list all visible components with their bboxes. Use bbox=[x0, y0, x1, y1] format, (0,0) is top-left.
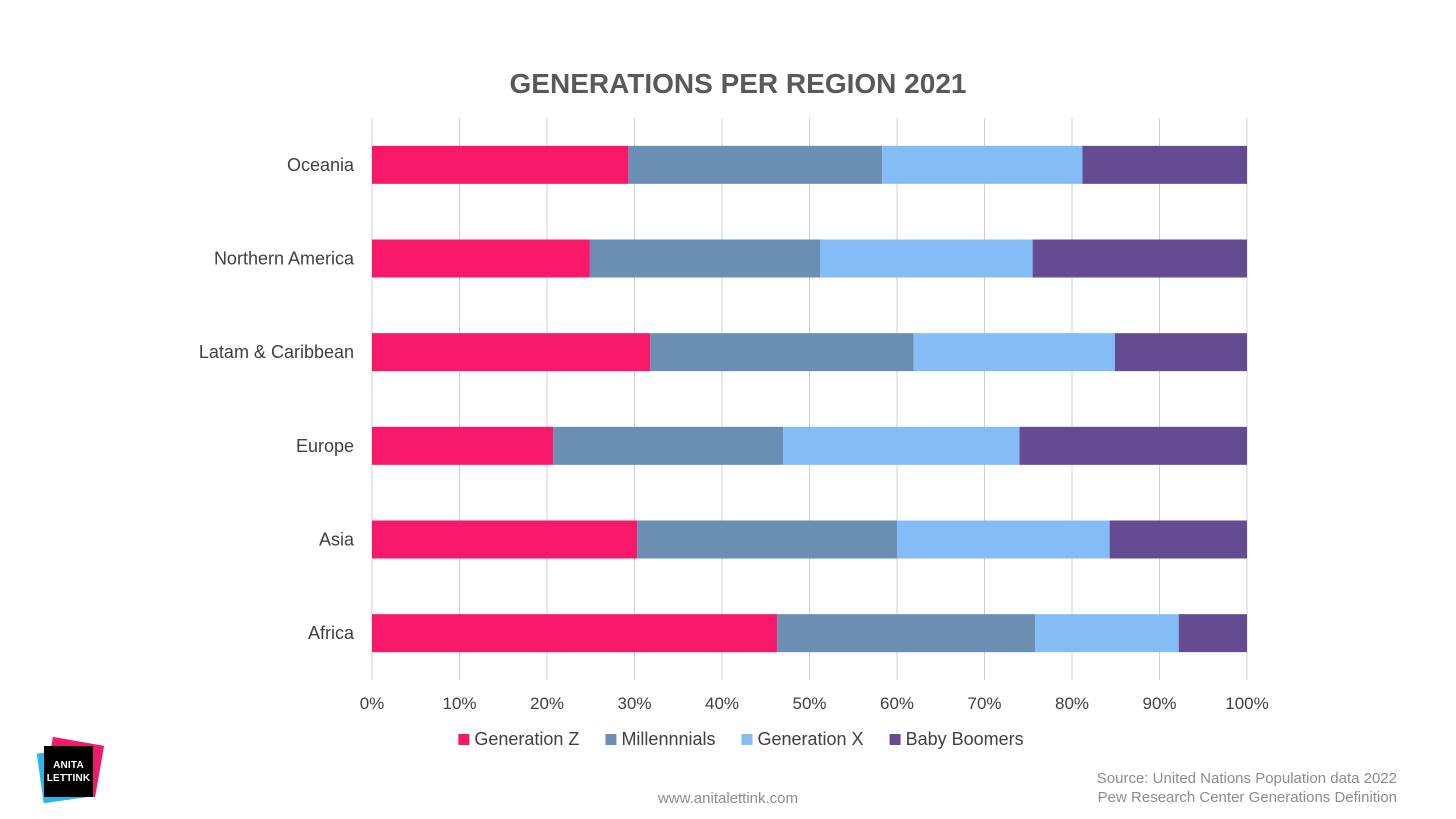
bar-segment bbox=[820, 239, 1033, 278]
logo-black-square: ANITA LETTINK bbox=[44, 746, 93, 797]
bar-segment bbox=[882, 145, 1083, 184]
bar-segment bbox=[372, 520, 638, 559]
category-label: Europe bbox=[296, 436, 354, 456]
bar-segment bbox=[1109, 520, 1247, 559]
gridlines bbox=[371, 118, 1248, 680]
x-tick-label: 40% bbox=[705, 694, 739, 713]
logo: ANITA LETTINK bbox=[36, 736, 105, 804]
legend-label: Baby Boomers bbox=[906, 729, 1024, 749]
category-label: Latam & Caribbean bbox=[199, 342, 354, 362]
bar-segment bbox=[783, 426, 1020, 465]
bar-segment bbox=[553, 426, 784, 465]
category-label: Oceania bbox=[287, 155, 355, 175]
legend-swatch bbox=[605, 734, 617, 745]
x-tick-label: 90% bbox=[1142, 694, 1176, 713]
category-label: Africa bbox=[308, 623, 355, 643]
bar-segment bbox=[372, 426, 554, 465]
source-line2: Pew Research Center Generations Definiti… bbox=[1097, 789, 1397, 806]
bar-segment bbox=[1032, 239, 1247, 278]
bar-segment bbox=[777, 614, 1036, 653]
bar-segment bbox=[589, 239, 820, 278]
legend-label: Millennnials bbox=[621, 729, 715, 749]
bar-segment bbox=[650, 333, 914, 372]
bar-segment bbox=[913, 333, 1115, 372]
category-label: Asia bbox=[319, 530, 355, 550]
x-tick-label: 70% bbox=[967, 694, 1001, 713]
x-tick-label: 60% bbox=[880, 694, 914, 713]
legend-label: Generation X bbox=[757, 729, 863, 749]
bar-segment bbox=[637, 520, 897, 559]
bar-segment bbox=[897, 520, 1110, 559]
bar-segment bbox=[1019, 426, 1247, 465]
x-tick-label: 10% bbox=[442, 694, 476, 713]
legend-swatch bbox=[889, 734, 901, 745]
legend-label: Generation Z bbox=[474, 729, 579, 749]
x-tick-label: 0% bbox=[360, 694, 385, 713]
legend-swatch bbox=[458, 734, 470, 745]
x-tick-label: 50% bbox=[792, 694, 826, 713]
bar-segment bbox=[628, 145, 883, 184]
bar-segment bbox=[372, 239, 590, 278]
bars bbox=[372, 145, 1247, 653]
x-tick-label: 20% bbox=[530, 694, 564, 713]
chart-title: GENERATIONS PER REGION 2021 bbox=[510, 68, 967, 99]
bar-segment bbox=[372, 614, 778, 653]
website-url: www.anitalettink.com bbox=[657, 790, 799, 807]
x-tick-label: 100% bbox=[1225, 694, 1268, 713]
logo-line1: ANITA bbox=[53, 759, 84, 771]
logo-line2: LETTINK bbox=[46, 772, 91, 784]
bar-segment bbox=[1114, 333, 1247, 372]
x-tick-label: 30% bbox=[617, 694, 651, 713]
category-label: Northern America bbox=[214, 249, 355, 269]
bar-segment bbox=[372, 145, 629, 184]
bar-segment bbox=[1035, 614, 1179, 653]
source-line1: Source: United Nations Population data 2… bbox=[1096, 770, 1397, 787]
x-tick-labels: 0% 10% 20% 30% 40% 50% 60% 70% 80% 90% 100% bbox=[360, 694, 1269, 713]
x-tick-label: 80% bbox=[1055, 694, 1089, 713]
bar-segment bbox=[372, 333, 651, 372]
legend: Generation Z Millennnials Generation X Baby… bbox=[458, 729, 1024, 749]
source-note: Source: United Nations Population data 2… bbox=[1097, 769, 1397, 807]
bar-segment bbox=[1082, 145, 1247, 184]
category-labels: Oceania Northern America Latam & Caribbean… bbox=[199, 155, 355, 643]
bar-segment bbox=[1178, 614, 1247, 653]
legend-swatch bbox=[741, 734, 753, 745]
